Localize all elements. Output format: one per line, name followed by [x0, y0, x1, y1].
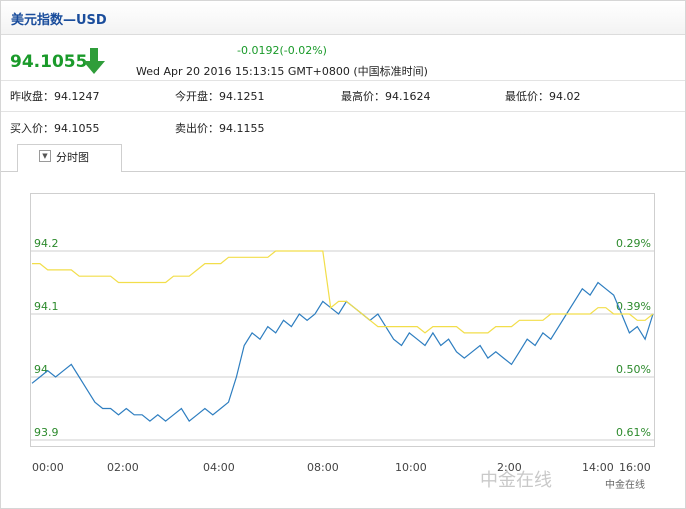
tab-label: 分时图: [56, 151, 89, 164]
current-price: 94.1055: [10, 52, 88, 72]
tab-gap: [18, 171, 120, 172]
prev-close-value: 昨收盘：94.1247: [10, 90, 100, 103]
x-tick-label: 08:00: [307, 461, 339, 474]
y-tick-left: 94.1: [34, 300, 59, 313]
x-tick-label: 02:00: [107, 461, 139, 474]
x-tick-label: 2:00: [497, 461, 522, 474]
bid-value: 买入价：94.1055: [10, 122, 100, 135]
title-bar: 美元指数—USD: [1, 1, 685, 35]
y-tick-left: 94.2: [34, 237, 59, 250]
x-tick-label: 04:00: [203, 461, 235, 474]
dropdown-icon[interactable]: ▼: [39, 150, 51, 162]
y-tick-left: 93.9: [34, 426, 59, 439]
tab-strip: [1, 171, 685, 172]
price-series-line: [31, 281, 654, 422]
y-tick-right: 0.29%: [616, 237, 651, 250]
down-arrow-icon: [83, 48, 105, 74]
divider: [1, 111, 685, 112]
ask-value: 卖出价：94.1155: [175, 122, 265, 135]
x-tick-label: 10:00: [395, 461, 427, 474]
y-tick-right: 0.61%: [616, 426, 651, 439]
tab-intraday[interactable]: ▼ 分时图: [17, 144, 122, 172]
watermark-small: 中金在线: [605, 480, 645, 491]
y-tick-right: 0.39%: [616, 300, 651, 313]
y-tick-left: 94: [34, 363, 48, 376]
watermark: 中金在线: [480, 470, 552, 491]
price-change: -0.0192(-0.02%): [237, 44, 327, 57]
intraday-chart: 94.2 0.29% 94.1 0.39% 94 0.50% 93.9 0.61%: [30, 193, 655, 447]
reference-series-line: [32, 250, 654, 334]
x-tick-label: 14:00: [582, 461, 614, 474]
high-value: 最高价：94.1624: [341, 90, 431, 103]
x-tick-label: 00:00: [32, 461, 64, 474]
quote-timestamp: Wed Apr 20 2016 15:13:15 GMT+0800 (中国标准时…: [136, 65, 428, 78]
divider: [1, 80, 685, 81]
low-value: 最低价：94.02: [505, 90, 581, 103]
x-tick-label: 16:00: [619, 461, 651, 474]
page-title: 美元指数—USD: [11, 13, 107, 28]
chart-frame: [30, 193, 655, 447]
open-value: 今开盘：94.1251: [175, 90, 265, 103]
y-tick-right: 0.50%: [616, 363, 651, 376]
